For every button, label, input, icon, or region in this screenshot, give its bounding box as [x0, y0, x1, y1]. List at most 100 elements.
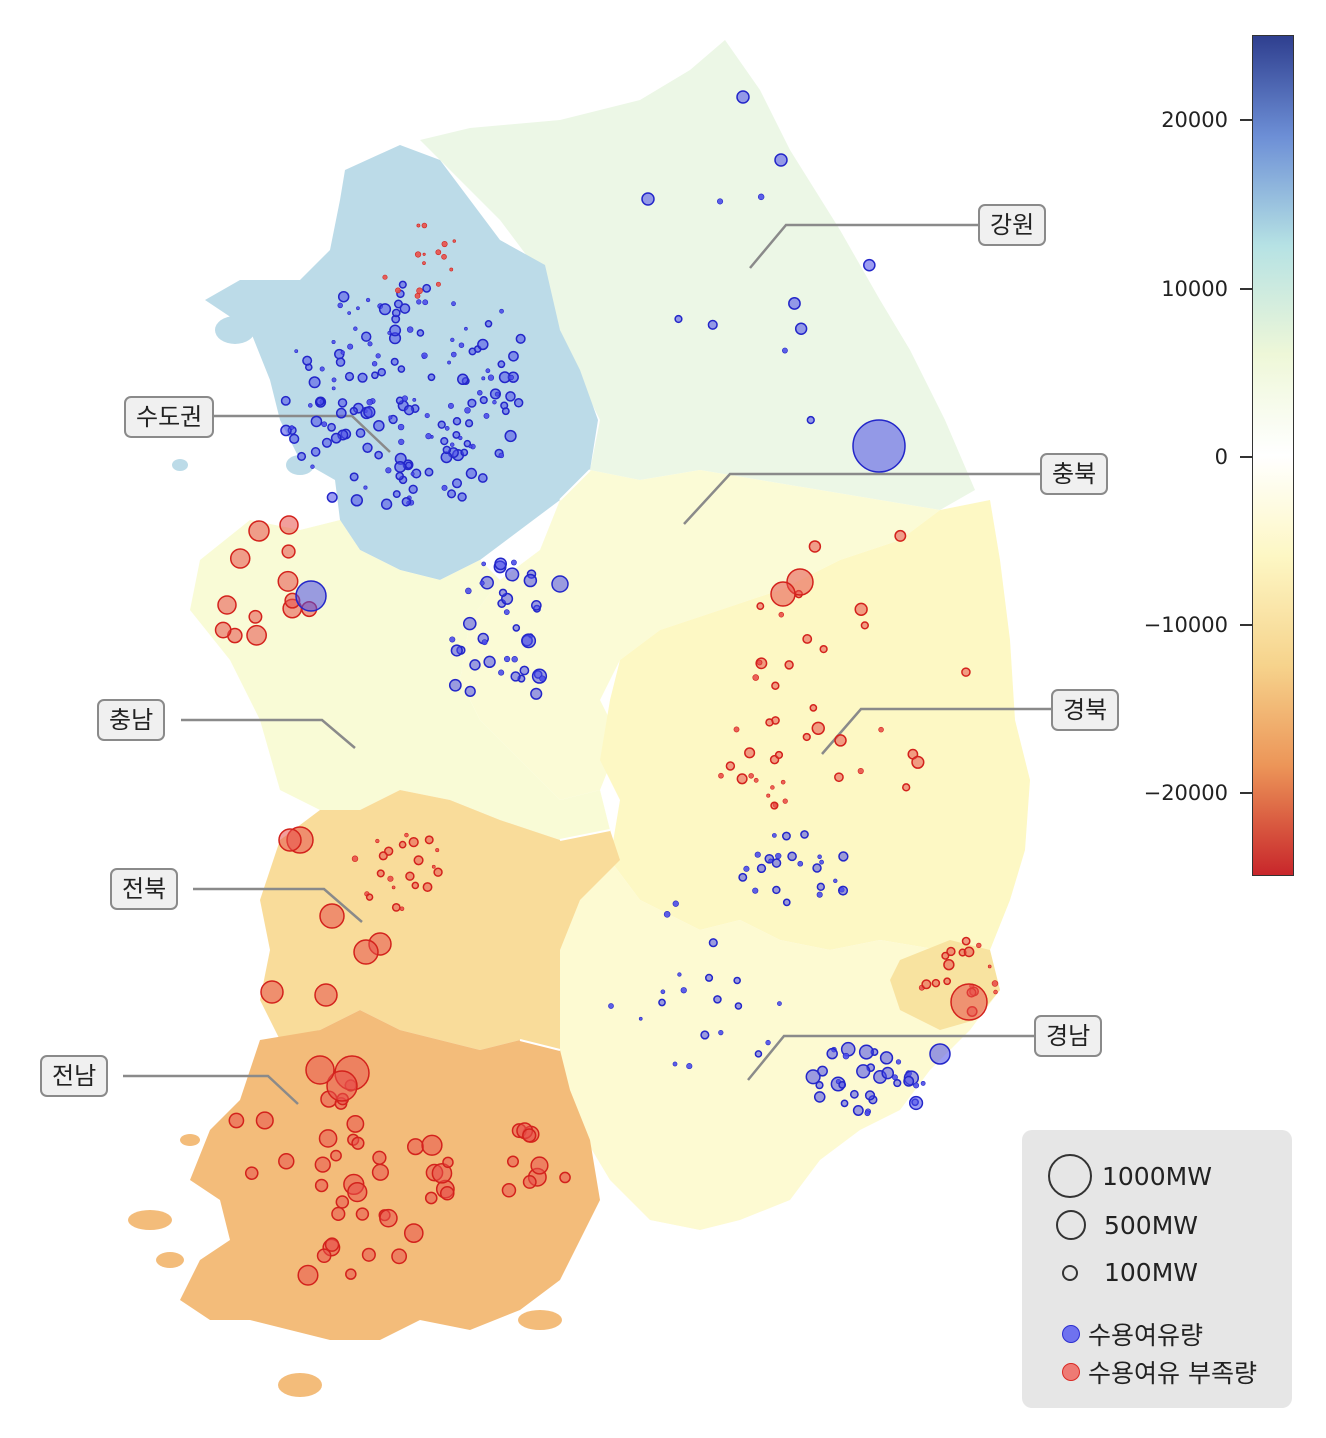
surplus-point: [849, 1089, 859, 1099]
surplus-point: [447, 402, 454, 409]
surplus-point: [782, 347, 788, 354]
surplus-point: [826, 1047, 838, 1060]
surplus-point: [816, 882, 825, 891]
deficit-point: [405, 871, 415, 881]
surplus-point: [457, 492, 467, 502]
deficit-point: [411, 881, 420, 890]
surplus-point: [736, 90, 750, 104]
deficit-point: [260, 980, 284, 1004]
legend-size-1000: 1000MW: [1048, 1154, 1212, 1198]
surplus-point: [913, 1082, 920, 1089]
surplus-point: [385, 467, 392, 474]
deficit-point: [281, 544, 296, 559]
surplus-point: [398, 438, 405, 446]
surplus-point: [331, 386, 336, 391]
legend-series-surplus: 수용여유량: [1062, 1316, 1203, 1352]
surplus-point: [464, 326, 468, 331]
surplus-point: [481, 561, 487, 567]
surplus-point: [781, 831, 791, 841]
deficit-point: [811, 721, 825, 735]
deficit-point: [382, 274, 388, 280]
legend-size-100: 100MW: [1062, 1258, 1198, 1287]
surplus-point: [895, 1059, 902, 1065]
deficit-point: [416, 287, 423, 295]
surplus-point: [452, 416, 462, 426]
surplus-point: [638, 1016, 643, 1021]
surplus-point: [392, 490, 401, 499]
deficit-point: [414, 251, 422, 258]
surplus-point: [465, 467, 478, 480]
surplus-point: [481, 376, 486, 381]
surplus-point: [375, 353, 381, 359]
colorbar-tick: [1240, 456, 1252, 458]
deficit-point: [421, 222, 428, 229]
deficit-point: [435, 281, 441, 287]
surplus-point: [408, 484, 418, 494]
deficit-point: [314, 983, 338, 1007]
surplus-point: [893, 1078, 902, 1088]
deficit-point: [371, 1163, 390, 1181]
surplus-point: [378, 303, 392, 316]
surplus-point: [458, 435, 463, 441]
surplus-point: [350, 494, 364, 507]
deficit-point: [422, 252, 426, 256]
surplus-point: [771, 858, 782, 868]
surplus-point: [838, 1081, 847, 1089]
deficit-point: [398, 840, 407, 849]
label-chungnam: 충남: [97, 699, 166, 741]
deficit-point: [878, 726, 884, 733]
deficit-point: [395, 287, 401, 294]
surplus-point: [401, 497, 412, 507]
surplus-point: [347, 343, 354, 350]
surplus-point: [765, 1039, 771, 1046]
surplus-point: [510, 671, 521, 682]
surplus-point: [492, 399, 497, 405]
deficit-point: [736, 773, 748, 785]
deficit-point: [943, 959, 955, 971]
surplus-point: [310, 447, 321, 457]
deficit-point: [277, 570, 299, 592]
deficit-point: [403, 1223, 424, 1243]
legend: 1000MW 500MW 100MW 수용여유량 수용여유 부족량: [1022, 1130, 1292, 1408]
surplus-point: [479, 580, 485, 586]
deficit-point: [416, 223, 421, 228]
deficit-point: [422, 882, 433, 892]
surplus-point: [331, 339, 336, 344]
surplus-point: [371, 371, 379, 380]
surplus-point: [387, 331, 392, 335]
surplus-point: [551, 575, 569, 593]
deficit-point: [771, 681, 780, 690]
deficit-point: [718, 772, 724, 779]
surplus-point: [738, 872, 748, 882]
deficit-point: [391, 885, 396, 890]
label-sudogwon: 수도권: [124, 396, 215, 438]
surplus-point: [451, 301, 456, 307]
deficit-point: [766, 793, 771, 798]
region-gangwon: [420, 40, 975, 510]
surplus-point: [498, 588, 508, 597]
deficit-point: [361, 1247, 376, 1262]
deficit-point: [744, 747, 756, 759]
surplus-point: [371, 361, 378, 367]
surplus-point: [398, 280, 407, 289]
surplus-point: [794, 322, 808, 335]
surplus-point: [280, 395, 291, 406]
surplus-point: [464, 419, 474, 428]
surplus-point: [484, 319, 493, 328]
surplus-point: [353, 326, 358, 331]
label-chungbuk: 충북: [1040, 453, 1109, 495]
surplus-point: [716, 198, 724, 205]
deficit-point: [782, 798, 788, 804]
deficit-point: [351, 855, 359, 862]
surplus-point: [463, 439, 472, 448]
surplus-point: [754, 1050, 763, 1058]
surplus-point: [539, 675, 546, 682]
islands-west: [172, 316, 314, 475]
surplus-point: [310, 464, 315, 469]
surplus-point: [451, 478, 463, 489]
surplus-point: [347, 311, 352, 315]
surplus-point: [816, 891, 823, 898]
legend-red-dot-icon: [1062, 1363, 1080, 1381]
surplus-point: [672, 1061, 678, 1067]
surplus-point: [508, 374, 514, 381]
